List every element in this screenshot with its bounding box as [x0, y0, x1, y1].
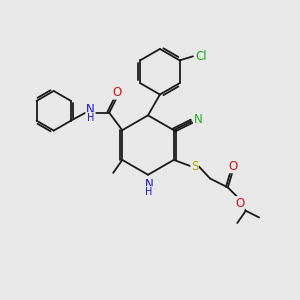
Text: N: N	[86, 103, 95, 116]
Text: N: N	[194, 113, 203, 126]
Text: O: O	[235, 197, 244, 210]
Text: Cl: Cl	[195, 50, 207, 63]
Text: H: H	[87, 113, 94, 123]
Text: O: O	[112, 86, 122, 99]
Text: H: H	[145, 187, 153, 196]
Text: N: N	[145, 178, 153, 191]
Text: S: S	[191, 160, 198, 173]
Text: O: O	[229, 160, 238, 173]
